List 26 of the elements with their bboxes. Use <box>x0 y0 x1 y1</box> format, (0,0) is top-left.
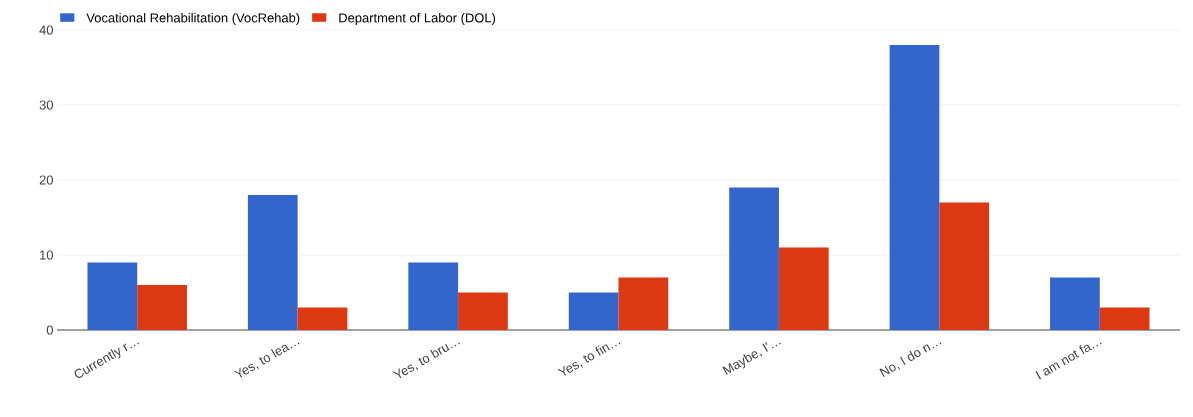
bar <box>618 277 669 330</box>
y-tick-label: 20 <box>39 175 53 185</box>
bar <box>247 195 298 330</box>
bar <box>729 187 779 330</box>
x-tick-label: Yes, to fin… <box>557 342 621 376</box>
bar <box>568 292 619 330</box>
bar <box>939 202 990 330</box>
bar <box>137 285 187 330</box>
bar <box>1099 307 1150 330</box>
x-tick-label: Yes, to bru… <box>392 342 460 379</box>
bar <box>297 307 348 330</box>
y-tick-label: 40 <box>39 25 53 35</box>
y-tick-label: 30 <box>39 100 53 110</box>
bar <box>87 262 138 330</box>
bar <box>889 45 940 330</box>
y-tick-label: 0 <box>46 325 53 335</box>
bar <box>1050 277 1100 330</box>
bar <box>778 247 829 330</box>
bar <box>408 262 459 330</box>
x-tick-label: Yes, to lea… <box>233 342 300 378</box>
bar <box>458 292 508 330</box>
x-tick-label: No, I do n… <box>879 342 942 377</box>
legend-label: Vocational Rehabilitation (VocRehab) <box>86 12 300 26</box>
y-tick-label: 10 <box>40 250 53 260</box>
legend-label: Department of Labor (DOL) <box>339 12 496 26</box>
x-tick-label: I am not fa… <box>1035 342 1102 380</box>
